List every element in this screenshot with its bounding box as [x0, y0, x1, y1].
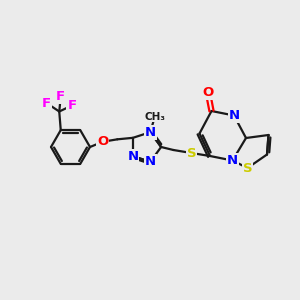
- Text: N: N: [228, 109, 240, 122]
- Text: S: S: [187, 146, 196, 160]
- Text: F: F: [42, 97, 51, 110]
- Text: N: N: [227, 154, 238, 167]
- Text: N: N: [145, 126, 156, 139]
- Text: F: F: [56, 90, 65, 103]
- Text: N: N: [145, 155, 156, 168]
- Text: O: O: [202, 86, 214, 99]
- Text: O: O: [97, 135, 109, 148]
- Text: F: F: [67, 99, 76, 112]
- Text: N: N: [127, 150, 138, 163]
- Text: S: S: [243, 161, 252, 175]
- Text: CH₃: CH₃: [144, 112, 165, 122]
